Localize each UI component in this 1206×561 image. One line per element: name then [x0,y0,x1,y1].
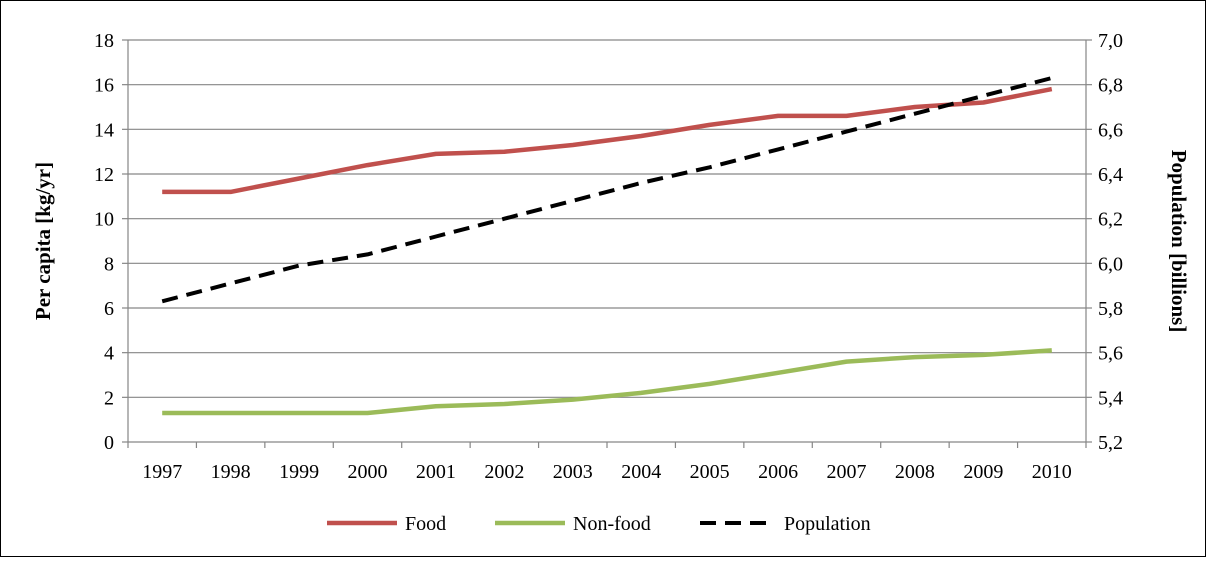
series-lines [161,76,1053,416]
x-tick-label: 2006 [758,461,798,483]
axes [122,39,1092,448]
y-tick-label-right: 7,0 [1098,30,1123,52]
x-tick-label: 2004 [621,461,661,483]
y-tick-label-right: 5,2 [1098,432,1123,454]
x-tick-label: 1999 [279,461,319,483]
y-tick-label-right: 6,8 [1098,75,1123,97]
y-tick-label-right: 6,0 [1098,253,1123,275]
series-line-food [162,86,1053,195]
y-tick-label-right: 5,4 [1098,387,1123,409]
y-tick-label-left: 8 [104,253,114,275]
y-tick-label-left: 0 [104,432,114,454]
x-tick-label: 1997 [142,461,182,483]
x-tick-label: 2001 [416,461,456,483]
legend-label-food: Food [405,513,446,535]
legend: Food Non-food Population [327,513,871,535]
y-tick-label-right: 5,6 [1098,343,1123,365]
legend-label-non-food: Non-food [573,513,651,535]
series-line-population [161,76,1053,304]
x-tick-label: 2008 [895,461,935,483]
y-tick-label-left: 16 [94,75,114,97]
legend-label-population: Population [784,513,871,535]
x-tick-label: 1998 [211,461,251,483]
y-tick-label-left: 18 [94,30,114,52]
x-tick-label: 2005 [690,461,730,483]
x-tick-label: 2010 [1032,461,1072,483]
x-tick-label: 2000 [348,461,388,483]
y-tick-label-right: 6,2 [1098,209,1123,231]
y-axis-title-right: Population [billions] [1167,150,1191,333]
gridlines [128,39,1086,398]
y-tick-label-left: 14 [94,119,114,141]
x-tick-label: 2009 [963,461,1003,483]
y-tick-label-left: 6 [104,298,114,320]
y-tick-label-right: 6,4 [1098,164,1123,186]
x-tick-label: 2003 [553,461,593,483]
y-tick-label-left: 12 [94,164,114,186]
y-tick-label-left: 2 [104,387,114,409]
y-tick-label-left: 10 [94,209,114,231]
series-line-non-food [162,348,1052,416]
x-tick-label: 2007 [827,461,867,483]
y-tick-label-right: 5,8 [1098,298,1123,320]
y-tick-label-left: 4 [104,343,114,365]
tick-labels: 0 5,2 2 5,4 4 5,6 6 5,8 8 6,0 10 6,2 12 6,4 14 6,6 16 6,8… [94,30,1123,483]
x-tick-label: 2002 [484,461,524,483]
y-axis-title-left: Per capita [kg/yr] [31,162,55,320]
y-tick-label-right: 6,6 [1098,119,1123,141]
